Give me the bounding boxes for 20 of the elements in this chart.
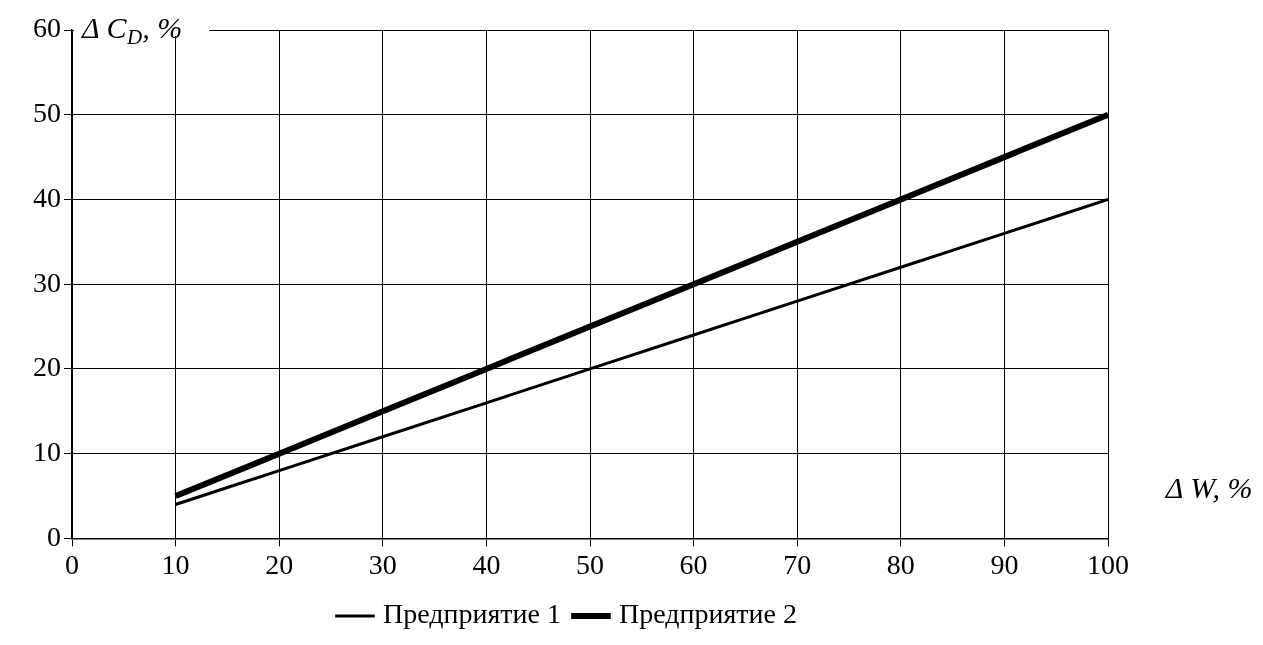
x-tick-label: 50 — [576, 548, 604, 580]
legend-label: Предприятие 1 — [382, 598, 562, 630]
y-tick-label: 20 — [33, 351, 61, 383]
y-tick-label: 30 — [33, 266, 61, 298]
y-tick-label: 10 — [33, 436, 61, 468]
x-tick-label: 40 — [472, 548, 501, 580]
x-tick-label: 70 — [783, 548, 812, 580]
legend-label: Предприятие 2 — [619, 598, 798, 630]
x-tick-label: 60 — [679, 548, 708, 580]
y-tick-label: 50 — [33, 97, 61, 129]
x-tick-label: 80 — [886, 548, 915, 580]
x-axis-title: Δ W, % — [1164, 471, 1253, 505]
x-tick-label: 90 — [990, 548, 1019, 580]
y-tick-label: 0 — [47, 520, 61, 552]
x-tick-label: 10 — [161, 548, 190, 580]
y-tick-label: 40 — [33, 181, 61, 213]
x-tick-label: 20 — [265, 548, 294, 580]
x-tick-label: 30 — [368, 548, 397, 580]
x-tick-label: 100 — [1087, 548, 1129, 580]
y-tick-label: 60 — [33, 12, 61, 44]
